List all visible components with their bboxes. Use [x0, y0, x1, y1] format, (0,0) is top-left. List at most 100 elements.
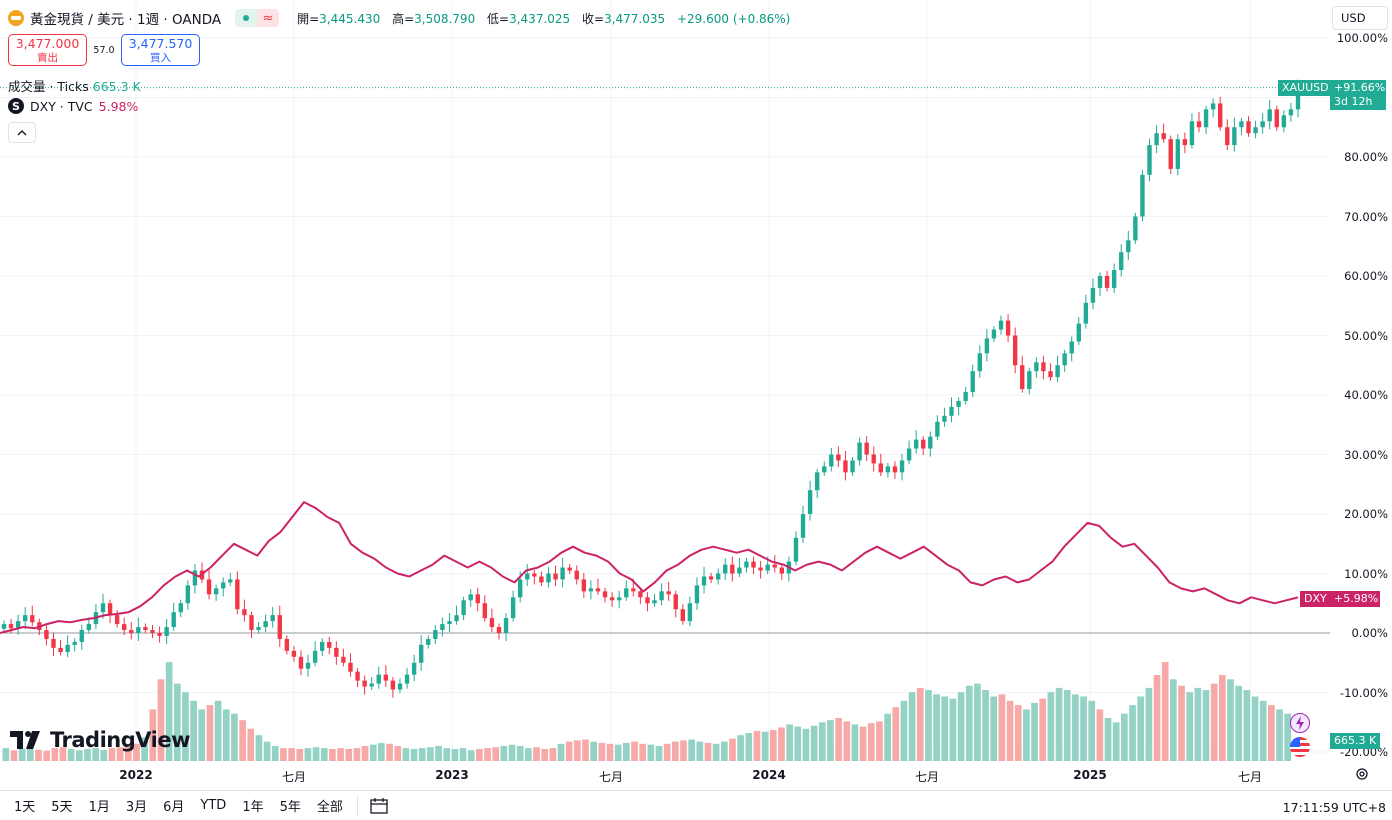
candle-body	[327, 641, 332, 648]
range-1m-button[interactable]: 1月	[88, 800, 110, 815]
candle-body	[390, 680, 396, 690]
chevron-up-icon	[17, 129, 27, 135]
volume-bar	[990, 696, 998, 761]
candle-body	[539, 576, 544, 583]
ohlc-values: 開=3,445.430 高=3,508.790 低=3,437.025 收=3,…	[297, 10, 798, 27]
symbol-title[interactable]: 黃金現貨 / 美元 · 1週 · OANDA	[30, 12, 222, 28]
toolbar-divider	[356, 795, 358, 816]
buy-button[interactable]: 3,477.570 買入	[121, 34, 200, 66]
candle-body	[963, 392, 968, 401]
volume-bar	[1023, 709, 1030, 761]
status-pill[interactable]: ≈	[235, 9, 280, 27]
candle-body	[765, 564, 770, 571]
collapse-legend-button[interactable]	[8, 122, 36, 143]
volume-bar	[1170, 679, 1177, 761]
high-value: 3,508.790	[414, 11, 476, 26]
candle-body	[1048, 371, 1053, 378]
range-1y-button[interactable]: 1年	[242, 800, 264, 815]
candle-body	[1267, 109, 1272, 122]
price-chart[interactable]	[0, 0, 1330, 762]
candle-body	[701, 576, 707, 586]
buy-price: 3,477.570	[128, 36, 193, 51]
candle-body	[602, 591, 608, 598]
volume-bar	[786, 724, 793, 761]
candle-body	[553, 573, 558, 580]
range-5y-button[interactable]: 5年	[279, 800, 301, 815]
lightning-icon[interactable]	[1290, 713, 1310, 733]
volume-bar	[818, 722, 826, 761]
candle-body	[779, 567, 785, 574]
volume-bar	[1227, 679, 1234, 761]
volume-bar	[467, 750, 475, 761]
volume-bar	[729, 738, 736, 761]
volume-bar	[516, 745, 524, 761]
date-range-icon[interactable]	[368, 796, 390, 816]
candle-body	[666, 591, 671, 595]
volume-bar	[1259, 700, 1267, 761]
volume-bar	[271, 745, 279, 761]
chart-pane[interactable]	[0, 0, 1330, 762]
clock-timezone[interactable]: 17:11:59 UTC+8	[1282, 800, 1386, 815]
candle-body	[574, 570, 579, 580]
candle-body	[454, 615, 459, 622]
dxy-legend[interactable]: S DXY · TVC 5.98%	[8, 98, 138, 114]
range-3m-button[interactable]: 3月	[125, 800, 148, 815]
candle-body	[744, 561, 749, 568]
sell-price: 3,477.000	[15, 36, 80, 51]
candle-body	[136, 627, 141, 633]
volume-bar	[165, 662, 173, 761]
range-ytd-button[interactable]: YTD	[200, 798, 227, 813]
candle-body	[213, 588, 219, 595]
candle-body	[1104, 276, 1110, 288]
candle-body	[1175, 139, 1180, 169]
candle-body	[581, 579, 587, 592]
volume-bar	[484, 748, 491, 761]
candle-body	[1288, 109, 1294, 116]
dxy-legend-value: 5.98%	[98, 98, 139, 114]
volume-bar	[810, 725, 818, 761]
candle-body	[758, 567, 763, 571]
volume-bar	[1039, 698, 1047, 761]
volume-bar	[304, 748, 312, 761]
trade-panel: 3,477.000 賣出 57.0 3,477.570 買入	[8, 34, 200, 66]
volume-bar	[1104, 718, 1112, 761]
range-all-button[interactable]: 全部	[316, 800, 343, 815]
range-6m-button[interactable]: 6月	[163, 800, 185, 815]
volume-bar	[704, 742, 712, 761]
time-label-jul-2024: 七月	[914, 770, 940, 784]
volume-bar	[51, 748, 59, 761]
volume-legend[interactable]: 成交量 · Ticks 665.3 K	[8, 76, 141, 95]
candle-body	[793, 537, 799, 562]
range-1d-button[interactable]: 1天	[14, 800, 36, 815]
volume-bar	[1219, 675, 1226, 761]
volume-bar	[1063, 690, 1071, 761]
candle-body	[517, 579, 523, 598]
us-flag-icon[interactable]	[1290, 737, 1310, 757]
volume-bar	[239, 720, 246, 761]
candle-body	[850, 460, 855, 473]
volume-bar	[680, 740, 687, 761]
candle-body	[899, 460, 905, 473]
candle-body	[185, 585, 191, 604]
volume-bar	[35, 749, 42, 761]
candle-body	[1, 624, 7, 629]
candle-body	[1126, 240, 1131, 253]
candle-body	[426, 638, 431, 645]
volume-bar	[198, 709, 206, 761]
price-axis[interactable]: 100.00% 80.00% 70.00% 60.00% 50.00% 40.00% 30.…	[1330, 0, 1392, 762]
sell-button[interactable]: 3,477.000 賣出	[8, 34, 87, 66]
candle-body	[1295, 87, 1301, 110]
candle-body	[44, 630, 49, 639]
candle-body	[107, 603, 113, 616]
candle-body	[673, 594, 678, 610]
range-5d-button[interactable]: 5天	[51, 800, 73, 815]
approx-icon: ≈	[257, 9, 280, 27]
candle-body	[645, 597, 650, 604]
candle-body	[1196, 121, 1202, 128]
volume-bar	[827, 720, 834, 761]
volume-bar	[10, 750, 18, 761]
candle-body	[624, 588, 629, 598]
currency-select[interactable]: USD	[1332, 6, 1388, 30]
candle-body	[256, 627, 261, 631]
settings-icon[interactable]	[1353, 766, 1371, 784]
